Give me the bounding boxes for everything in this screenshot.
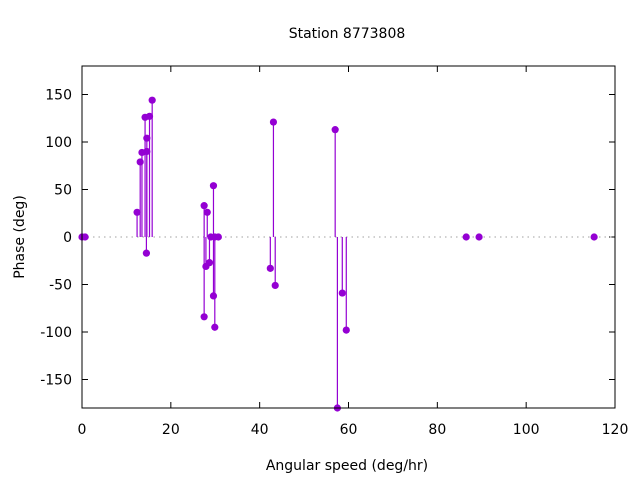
data-point xyxy=(209,292,218,300)
data-point xyxy=(200,313,208,321)
y-tick-label: 50 xyxy=(54,183,72,199)
data-point xyxy=(203,208,211,216)
y-tick-label: 150 xyxy=(45,88,72,104)
data-point xyxy=(338,289,346,297)
data-point xyxy=(271,281,279,290)
x-axis-label: Angular speed (deg/hr) xyxy=(266,458,428,474)
x-tick-label: 100 xyxy=(513,422,540,438)
data-point xyxy=(475,233,483,241)
data-point xyxy=(148,96,156,104)
data-point xyxy=(342,326,350,334)
data-point xyxy=(133,208,141,216)
y-axis-label: Phase (deg) xyxy=(12,195,28,279)
x-tick-label: 80 xyxy=(428,422,446,438)
data-point xyxy=(143,134,151,142)
data-point xyxy=(214,233,222,241)
data-point xyxy=(200,202,208,210)
data-point xyxy=(266,264,274,272)
y-tick-label: -50 xyxy=(49,278,72,294)
data-point xyxy=(462,233,470,241)
y-tick-label: 100 xyxy=(45,135,72,151)
data-point xyxy=(205,259,214,267)
data-point xyxy=(145,112,154,120)
x-tick-label: 60 xyxy=(340,422,358,438)
data-point xyxy=(81,233,89,241)
data-point xyxy=(209,182,218,190)
x-tick-label: 0 xyxy=(78,422,87,438)
y-tick-label: 0 xyxy=(63,230,72,246)
y-tick-label: -100 xyxy=(40,325,72,341)
x-tick-label: 20 xyxy=(162,422,180,438)
x-tick-label: 120 xyxy=(602,422,629,438)
data-point xyxy=(269,118,278,126)
x-tick-label: 40 xyxy=(251,422,269,438)
data-point xyxy=(590,233,598,241)
data-point xyxy=(211,323,219,331)
plot-frame xyxy=(81,65,616,409)
data-point xyxy=(136,158,144,166)
data-point xyxy=(331,126,339,134)
data-point xyxy=(143,147,151,156)
chart-title: Station 8773808 xyxy=(289,26,406,42)
y-tick-label: -150 xyxy=(40,373,72,389)
data-point xyxy=(142,249,151,257)
